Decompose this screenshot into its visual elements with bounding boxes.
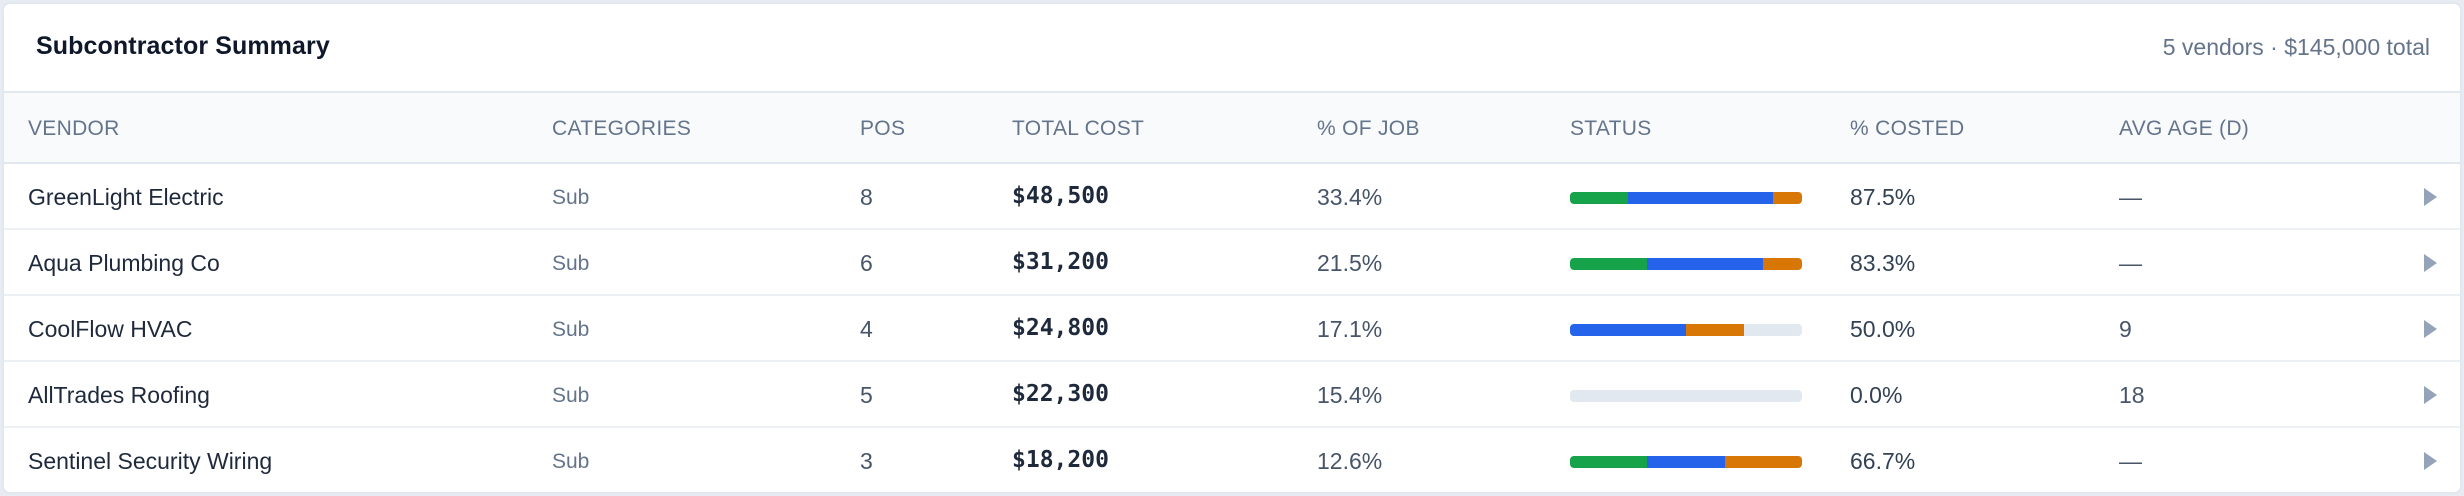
status-segment-blue	[1647, 456, 1725, 468]
vendor-total-summary: 5 vendors · $145,000 total	[2162, 34, 2430, 60]
card-header: Subcontractor Summary 5 vendors · $145,0…	[4, 4, 2460, 91]
avg-age: 18	[2119, 382, 2145, 408]
status-segment-blue	[1647, 258, 1764, 270]
column-header-pos[interactable]: POS	[860, 117, 906, 140]
column-header-pct-of-job[interactable]: % OF JOB	[1317, 117, 1420, 140]
pct-of-job: 21.5%	[1317, 250, 1383, 276]
avg-age: —	[2119, 250, 2142, 276]
status-segment-orange	[1763, 258, 1802, 270]
status-segment-green	[1570, 456, 1648, 468]
status-segment-green	[1570, 258, 1648, 270]
table-row[interactable]: CoolFlow HVAC Sub 4 $24,800 17.1% 50.0% …	[4, 296, 2460, 362]
pct-of-job: 33.4%	[1317, 184, 1383, 210]
vendor-name: GreenLight Electric	[28, 184, 224, 210]
category: Sub	[552, 186, 590, 209]
status-segment-orange	[1686, 324, 1744, 336]
status-segment-green	[1570, 192, 1628, 204]
vendor-name: Aqua Plumbing Co	[28, 250, 220, 276]
table-row[interactable]: AllTrades Roofing Sub 5 $22,300 15.4% 0.…	[4, 362, 2460, 428]
category: Sub	[552, 384, 590, 407]
total-cost: $48,500	[1012, 183, 1109, 209]
avg-age: —	[2119, 448, 2142, 474]
po-count: 3	[860, 448, 873, 474]
pct-costed: 50.0%	[1850, 316, 1916, 342]
status-segment-blue	[1628, 192, 1773, 204]
pct-of-job: 17.1%	[1317, 316, 1383, 342]
status-bar	[1570, 258, 1802, 270]
status-segment-orange	[1724, 456, 1802, 468]
vendor-name: Sentinel Security Wiring	[28, 448, 273, 474]
pct-costed: 87.5%	[1850, 184, 1916, 210]
total-cost: $24,800	[1012, 315, 1109, 341]
vendor-name: AllTrades Roofing	[28, 382, 210, 408]
column-header-vendor[interactable]: VENDOR	[28, 117, 120, 140]
column-header-pct-costed[interactable]: % COSTED	[1850, 117, 1965, 140]
vendor-name: CoolFlow HVAC	[28, 316, 193, 342]
status-bar	[1570, 324, 1802, 336]
pct-of-job: 12.6%	[1317, 448, 1383, 474]
column-header-categories[interactable]: CATEGORIES	[552, 117, 692, 140]
po-count: 5	[860, 382, 873, 408]
status-bar	[1570, 390, 1802, 402]
avg-age: 9	[2119, 316, 2132, 342]
chevron-right-icon[interactable]	[2424, 254, 2437, 272]
pct-of-job: 15.4%	[1317, 382, 1383, 408]
table-row[interactable]: Sentinel Security Wiring Sub 3 $18,200 1…	[4, 428, 2460, 492]
status-segment-blue	[1570, 324, 1686, 336]
status-segment-orange	[1773, 192, 1802, 204]
table-header: VENDOR CATEGORIES POS TOTAL COST % OF JO…	[4, 91, 2460, 164]
avg-age: —	[2119, 184, 2142, 210]
chevron-right-icon[interactable]	[2424, 188, 2437, 206]
category: Sub	[552, 450, 590, 473]
table-body: GreenLight Electric Sub 8 $48,500 33.4% …	[4, 164, 2460, 492]
category: Sub	[552, 252, 590, 275]
column-header-total-cost[interactable]: TOTAL COST	[1012, 117, 1145, 140]
po-count: 6	[860, 250, 873, 276]
chevron-right-icon[interactable]	[2424, 320, 2437, 338]
pct-costed: 66.7%	[1850, 448, 1916, 474]
po-count: 8	[860, 184, 873, 210]
table-row[interactable]: Aqua Plumbing Co Sub 6 $31,200 21.5% 83.…	[4, 230, 2460, 296]
pct-costed: 0.0%	[1850, 382, 1903, 408]
status-bar	[1570, 192, 1802, 204]
pct-costed: 83.3%	[1850, 250, 1916, 276]
total-cost: $31,200	[1012, 249, 1109, 275]
column-header-avg-age[interactable]: AVG AGE (D)	[2119, 117, 2250, 140]
po-count: 4	[860, 316, 873, 342]
status-bar	[1570, 456, 1802, 468]
chevron-right-icon[interactable]	[2424, 452, 2437, 470]
total-cost: $22,300	[1012, 381, 1109, 407]
column-header-status[interactable]: STATUS	[1570, 117, 1652, 140]
table-row[interactable]: GreenLight Electric Sub 8 $48,500 33.4% …	[4, 164, 2460, 230]
total-cost: $18,200	[1012, 447, 1109, 473]
category: Sub	[552, 318, 590, 341]
card-title: Subcontractor Summary	[36, 32, 330, 60]
chevron-right-icon[interactable]	[2424, 386, 2437, 404]
